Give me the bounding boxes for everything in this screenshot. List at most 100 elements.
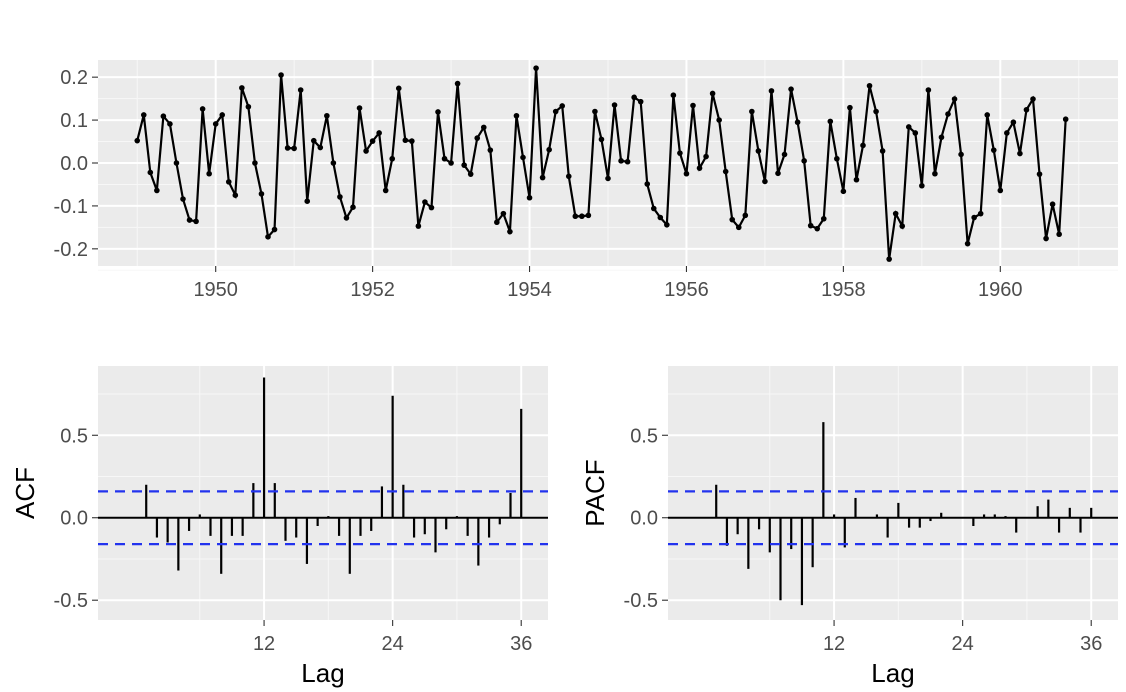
data-point bbox=[428, 204, 435, 211]
data-point bbox=[572, 213, 579, 220]
data-point bbox=[1056, 231, 1062, 238]
data-point bbox=[1030, 96, 1036, 102]
data-point bbox=[860, 142, 866, 149]
data-point bbox=[461, 162, 467, 168]
x-axis-title: Lag bbox=[301, 658, 344, 688]
data-point bbox=[356, 105, 363, 111]
data-point bbox=[500, 210, 507, 217]
data-point bbox=[585, 212, 592, 219]
data-point bbox=[879, 148, 886, 154]
data-point bbox=[324, 112, 330, 119]
data-point bbox=[474, 135, 481, 141]
y-tick-label: 0.0 bbox=[60, 153, 88, 175]
data-point bbox=[376, 130, 382, 136]
data-point bbox=[409, 138, 415, 144]
data-point bbox=[284, 145, 291, 151]
data-point bbox=[912, 130, 919, 136]
data-point bbox=[847, 104, 853, 111]
data-point bbox=[892, 210, 899, 217]
x-tick-label: 1956 bbox=[664, 279, 709, 301]
data-point bbox=[252, 160, 258, 166]
data-point bbox=[245, 103, 252, 110]
x-tick-label: 12 bbox=[823, 633, 845, 655]
data-point bbox=[958, 151, 964, 158]
data-point bbox=[820, 215, 827, 222]
data-point bbox=[1043, 235, 1049, 242]
data-point bbox=[709, 90, 716, 97]
data-point bbox=[369, 138, 376, 144]
data-point bbox=[762, 178, 768, 185]
data-point bbox=[945, 111, 951, 117]
data-point bbox=[160, 113, 167, 120]
data-point bbox=[265, 234, 271, 240]
data-point bbox=[402, 137, 409, 144]
data-point bbox=[1023, 106, 1030, 113]
data-point bbox=[618, 158, 624, 164]
data-point bbox=[932, 170, 938, 177]
data-point bbox=[140, 112, 147, 118]
x-tick-label: 36 bbox=[1080, 633, 1102, 655]
data-point bbox=[382, 187, 389, 194]
data-point bbox=[716, 117, 722, 123]
data-point bbox=[395, 85, 402, 92]
data-point bbox=[415, 223, 422, 229]
data-point bbox=[997, 187, 1004, 194]
data-point bbox=[1010, 119, 1017, 126]
data-point bbox=[212, 121, 219, 127]
x-tick-label: 1960 bbox=[978, 279, 1023, 301]
data-point bbox=[742, 212, 749, 219]
data-point bbox=[1004, 130, 1010, 136]
data-point bbox=[467, 171, 474, 177]
data-point bbox=[507, 228, 513, 235]
data-point bbox=[677, 150, 683, 156]
x-tick-label: 1950 bbox=[193, 279, 238, 301]
data-point bbox=[807, 222, 814, 229]
y-tick-label: 0.5 bbox=[60, 425, 88, 447]
data-point bbox=[559, 103, 566, 109]
data-point bbox=[317, 144, 324, 151]
data-point bbox=[565, 173, 572, 180]
data-point bbox=[827, 118, 834, 125]
data-point bbox=[552, 108, 559, 115]
data-point bbox=[363, 148, 369, 154]
data-point bbox=[239, 85, 245, 91]
data-point bbox=[271, 226, 278, 233]
plot-background bbox=[668, 366, 1118, 620]
data-point bbox=[1062, 116, 1069, 123]
data-point bbox=[788, 86, 794, 92]
data-point bbox=[657, 214, 664, 221]
data-point bbox=[154, 187, 160, 194]
data-point bbox=[232, 192, 239, 198]
x-axis-title: Lag bbox=[871, 658, 914, 688]
data-point bbox=[644, 181, 651, 187]
data-point bbox=[186, 217, 193, 223]
data-point bbox=[781, 151, 788, 158]
data-point bbox=[167, 121, 173, 127]
data-point bbox=[925, 87, 932, 93]
y-tick-label: 0.0 bbox=[630, 508, 658, 530]
data-point bbox=[337, 194, 343, 200]
y-tick-label: 0.1 bbox=[60, 110, 88, 132]
data-point bbox=[938, 134, 945, 141]
data-point bbox=[180, 196, 186, 202]
data-point bbox=[683, 170, 690, 177]
data-point bbox=[225, 179, 232, 185]
data-point bbox=[1036, 171, 1043, 177]
data-point bbox=[794, 119, 801, 126]
data-point bbox=[899, 223, 906, 229]
data-point bbox=[840, 188, 847, 195]
data-point bbox=[919, 182, 925, 189]
data-point bbox=[853, 176, 860, 183]
time-series-panel: -0.2 -0.1 0.0 0.1 0.2 1950 1952 1954 1956 1958 196… bbox=[54, 60, 1118, 301]
data-point bbox=[520, 154, 526, 161]
data-point bbox=[690, 102, 696, 109]
acf-panel: -0.5 0.0 0.5 12 24 36 Lag ACF bbox=[10, 366, 548, 688]
data-point bbox=[990, 147, 997, 153]
data-point bbox=[533, 65, 539, 71]
y-tick-label: -0.1 bbox=[54, 196, 88, 218]
y-axis-title: PACF bbox=[580, 459, 610, 526]
data-point bbox=[605, 175, 611, 182]
data-point bbox=[631, 94, 637, 101]
y-tick-label: 0.5 bbox=[630, 425, 658, 447]
data-point bbox=[664, 222, 670, 228]
